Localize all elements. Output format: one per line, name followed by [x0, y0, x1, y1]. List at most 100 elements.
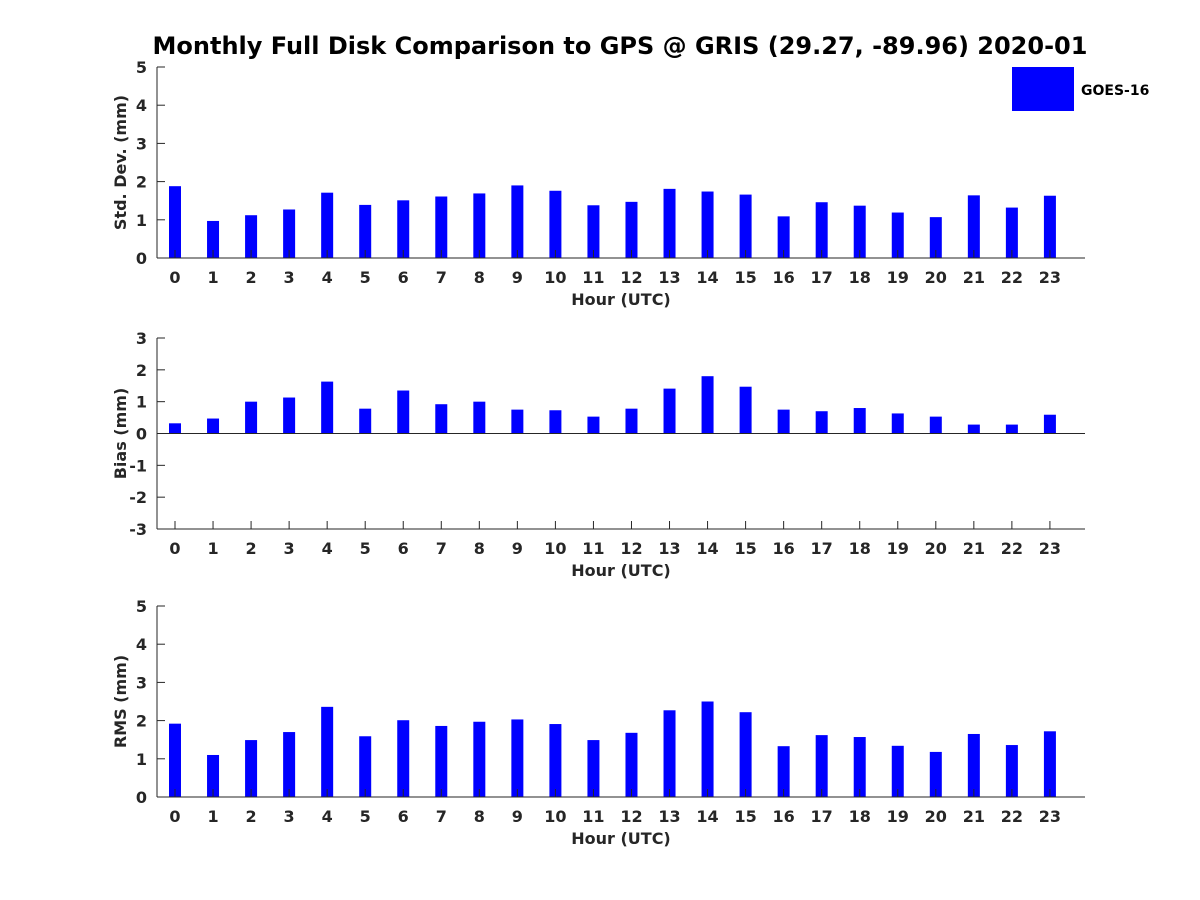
bias-x-tick-label: 3 [284, 539, 295, 558]
std-dev-x-tick-label: 8 [474, 268, 485, 287]
std-dev-x-tick-label: 13 [658, 268, 680, 287]
std-dev-x-tick-label: 6 [398, 268, 409, 287]
rms-bar-14 [701, 701, 714, 797]
std-dev-bar-16 [777, 216, 790, 258]
rms-x-tick-label: 18 [849, 807, 871, 826]
rms-x-tick-label: 3 [284, 807, 295, 826]
rms-y-tick-label: 1 [136, 750, 147, 769]
bias-bar-1 [207, 418, 220, 434]
bias-bar-11 [587, 416, 600, 434]
std-dev-bar-0 [169, 186, 181, 258]
rms-bar-15 [739, 712, 752, 797]
rms-bar-3 [283, 732, 296, 797]
std-dev-bar-20 [929, 217, 942, 258]
bias-y-tick-label: 1 [136, 393, 147, 412]
std-dev-x-tick-label: 17 [811, 268, 833, 287]
rms-bar-10 [549, 724, 562, 797]
rms-x-tick-label: 9 [512, 807, 523, 826]
rms-x-tick-label: 0 [169, 807, 180, 826]
bias-x-tick-label: 11 [582, 539, 604, 558]
rms-bar-21 [967, 733, 980, 797]
legend: GOES-16 [1012, 67, 1149, 111]
std-dev-x-tick-label: 2 [246, 268, 257, 287]
bias-x-tick-label: 13 [658, 539, 680, 558]
std-dev-bar-3 [283, 209, 296, 258]
rms-x-tick-label: 12 [620, 807, 642, 826]
bias-x-tick-label: 15 [734, 539, 756, 558]
rms-x-tick-label: 14 [696, 807, 718, 826]
std-dev-bar-19 [891, 212, 904, 258]
legend-label: GOES-16 [1081, 83, 1149, 99]
std-dev-x-tick-label: 1 [207, 268, 218, 287]
std-dev-bar-14 [701, 191, 714, 258]
std-dev-bar-22 [1005, 207, 1018, 258]
bias-bar-4 [321, 381, 334, 434]
rms-bar-9 [511, 719, 524, 797]
bias-x-tick-label: 12 [620, 539, 642, 558]
std-dev-y-tick-label: 3 [136, 134, 147, 153]
rms-bar-11 [587, 740, 600, 797]
bias-bar-20 [929, 416, 942, 434]
std-dev-bar-15 [739, 194, 752, 258]
bias-x-tick-label: 22 [1001, 539, 1023, 558]
bias-x-tick-label: 14 [696, 539, 718, 558]
rms-bar-16 [777, 746, 790, 797]
std-dev-bar-1 [207, 220, 220, 258]
rms-x-tick-label: 22 [1001, 807, 1023, 826]
rms-x-tick-label: 4 [322, 807, 333, 826]
std-dev-x-tick-label: 20 [925, 268, 947, 287]
bias-y-tick-label: -2 [129, 488, 147, 507]
bias-bar-17 [815, 411, 828, 434]
bias-bar-10 [549, 410, 562, 434]
bias-bar-21 [967, 424, 980, 434]
legend-swatch [1012, 67, 1074, 111]
std-dev-bar-6 [397, 200, 410, 258]
bias-y-tick-label: -3 [129, 520, 147, 539]
rms-x-tick-label: 15 [734, 807, 756, 826]
rms-x-tick-label: 23 [1039, 807, 1061, 826]
std-dev-x-tick-label: 12 [620, 268, 642, 287]
rms-y-tick-label: 0 [136, 788, 147, 807]
rms-bar-7 [435, 725, 448, 797]
rms-bar-20 [929, 751, 942, 797]
bias-x-tick-label: 9 [512, 539, 523, 558]
bias-x-tick-label: 1 [207, 539, 218, 558]
std-dev-x-tick-label: 4 [322, 268, 333, 287]
std-dev-x-tick-label: 23 [1039, 268, 1061, 287]
bias-x-tick-label: 16 [773, 539, 795, 558]
bias-y-tick-label: 2 [136, 361, 147, 380]
bias-bar-19 [891, 413, 904, 434]
std-dev-x-tick-label: 15 [734, 268, 756, 287]
std-dev-x-tick-label: 22 [1001, 268, 1023, 287]
bias-bar-6 [397, 390, 410, 434]
bias-bar-16 [777, 409, 790, 434]
rms-x-tick-label: 7 [436, 807, 447, 826]
std-dev-y-tick-label: 2 [136, 173, 147, 192]
rms-y-tick-label: 4 [136, 635, 147, 654]
std-dev-y-tick-label: 5 [136, 58, 147, 77]
bias-bar-0 [169, 423, 181, 434]
std-dev-bar-13 [663, 188, 676, 258]
std-dev-x-tick-label: 0 [169, 268, 180, 287]
std-dev-y-tick-label: 0 [136, 249, 147, 268]
bias-bar-3 [283, 397, 296, 434]
bias-bar-9 [511, 409, 524, 434]
std-dev-x-tick-label: 19 [887, 268, 909, 287]
std-dev-bar-10 [549, 190, 562, 258]
rms-bar-6 [397, 720, 410, 797]
std-dev-x-tick-label: 10 [544, 268, 566, 287]
rms-x-tick-label: 5 [360, 807, 371, 826]
chart-title: Monthly Full Disk Comparison to GPS @ GR… [153, 32, 1088, 60]
bias-x-tick-label: 18 [849, 539, 871, 558]
bias-x-tick-label: 21 [963, 539, 985, 558]
std-dev-y-axis-label: Std. Dev. (mm) [111, 95, 130, 230]
bias-y-tick-label: 0 [136, 425, 147, 444]
std-dev-bar-17 [815, 202, 828, 258]
std-dev-bar-5 [359, 204, 372, 258]
bias-x-tick-label: 5 [360, 539, 371, 558]
bias-y-axis-label: Bias (mm) [111, 388, 130, 480]
bias-bar-13 [663, 388, 676, 434]
bias-x-tick-label: 6 [398, 539, 409, 558]
